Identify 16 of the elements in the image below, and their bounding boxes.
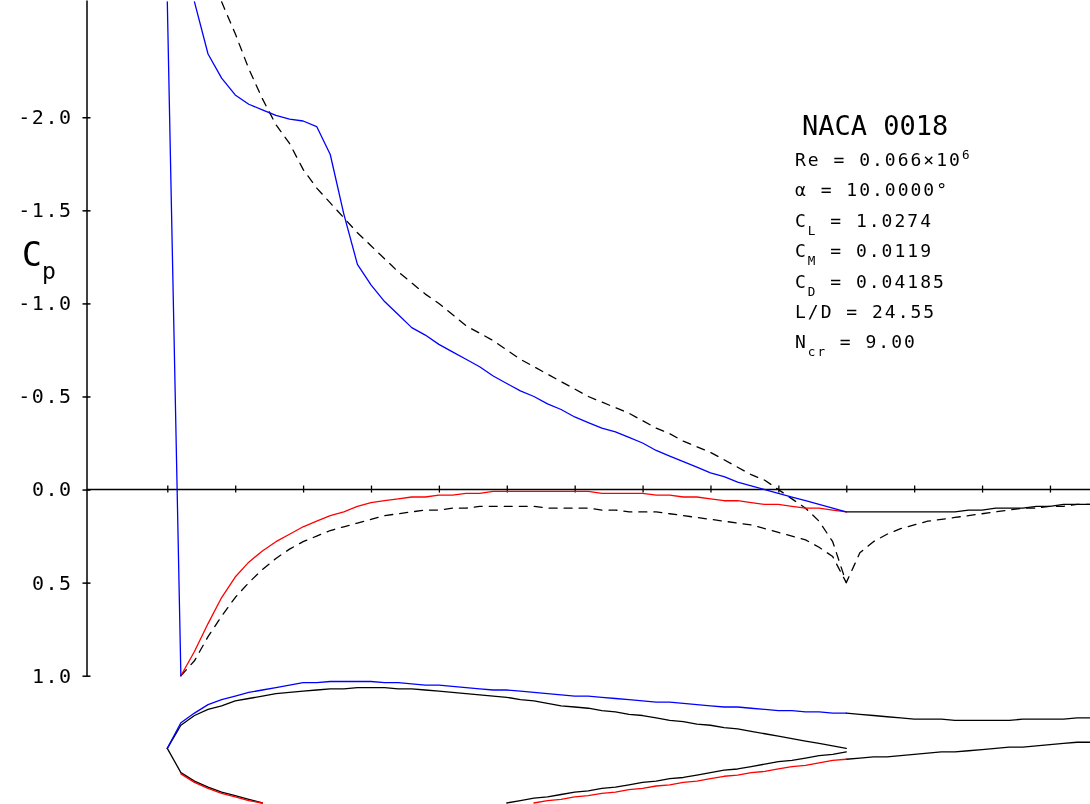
y-tick-label: -0.5: [18, 384, 73, 409]
annotation: C$_{D}$ = 0.04185: [795, 270, 946, 299]
annotation: N$_{cr}$ = 9.00: [795, 331, 917, 359]
y-tick-label: -2.0: [18, 105, 73, 130]
y-tick-label: -1.0: [18, 291, 73, 316]
annotation: C$_{M}$ = 0.0119: [795, 240, 933, 268]
annotation: L/D = 24.55: [795, 301, 937, 322]
y-tick-label: -1.5: [18, 198, 73, 223]
y-tick-label: 0.0: [31, 477, 73, 502]
y-tick-label: 1.0: [31, 663, 73, 688]
annotation: Re = 0.066×10$^{6}$: [795, 146, 972, 170]
text: NACA 0018: [802, 110, 949, 141]
y-axis-title: C$_{p}$: [22, 235, 56, 284]
annotation: C$_{L}$ = 1.0274: [795, 209, 933, 238]
annotation: α = 10.0000°: [795, 179, 950, 201]
y-tick-label: 0.5: [31, 570, 73, 595]
